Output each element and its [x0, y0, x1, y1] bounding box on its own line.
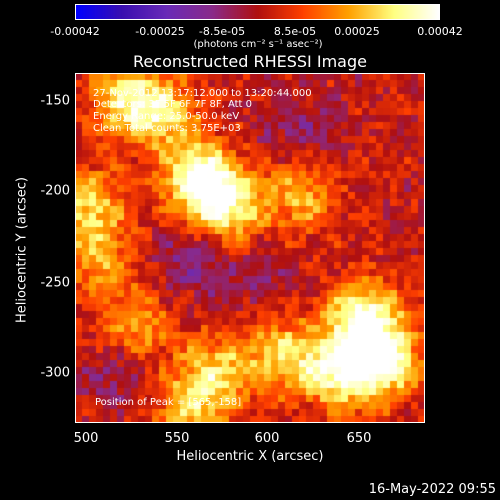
- colorbar-units: (photons cm⁻² s⁻¹ asec⁻²): [193, 39, 323, 50]
- colorbar-tick-label: -0.00042: [50, 25, 100, 38]
- annotation-energy-range: Energy Range: 25.0-50.0 keV: [93, 111, 240, 122]
- timestamp: 16-May-2022 09:55: [368, 482, 496, 497]
- colorbar-tick-label: 0.00042: [417, 25, 463, 38]
- colorbar-tick-label: 0.00025: [334, 25, 380, 38]
- x-tick-label: 500: [73, 431, 99, 446]
- y-tick-label: -250: [40, 275, 70, 291]
- y-tick-label: -300: [40, 365, 70, 381]
- colorbar-tick-label: 8.5e-05: [273, 25, 317, 38]
- x-tick-label: 550: [164, 431, 190, 446]
- colorbar: [75, 4, 440, 20]
- colorbar-tick-label: -8.5e-05: [198, 25, 246, 38]
- colorbar-tick-label: -0.00025: [135, 25, 185, 38]
- annotation-total-counts: Clean Total counts: 3.75E+03: [93, 123, 241, 134]
- y-tick-label: -200: [40, 183, 70, 199]
- annotation-time-range: 27-Nov-2012 13:17:12.000 to 13:20:44.000: [93, 88, 312, 99]
- y-tick-label: -150: [40, 93, 70, 109]
- annotation-detectors: Detectors: 3F 5F 6F 7F 8F, Att 0: [93, 99, 253, 110]
- peak-position-label: Position of Peak = [565,-158]: [95, 397, 242, 408]
- x-axis-label: Heliocentric X (arcsec): [176, 449, 324, 464]
- heatmap-image: [75, 73, 425, 423]
- y-axis-label: Heliocentric Y (arcsec): [14, 177, 30, 323]
- chart-title: Reconstructed RHESSI Image: [133, 52, 367, 71]
- x-tick-label: 600: [254, 431, 280, 446]
- x-tick-label: 650: [346, 431, 372, 446]
